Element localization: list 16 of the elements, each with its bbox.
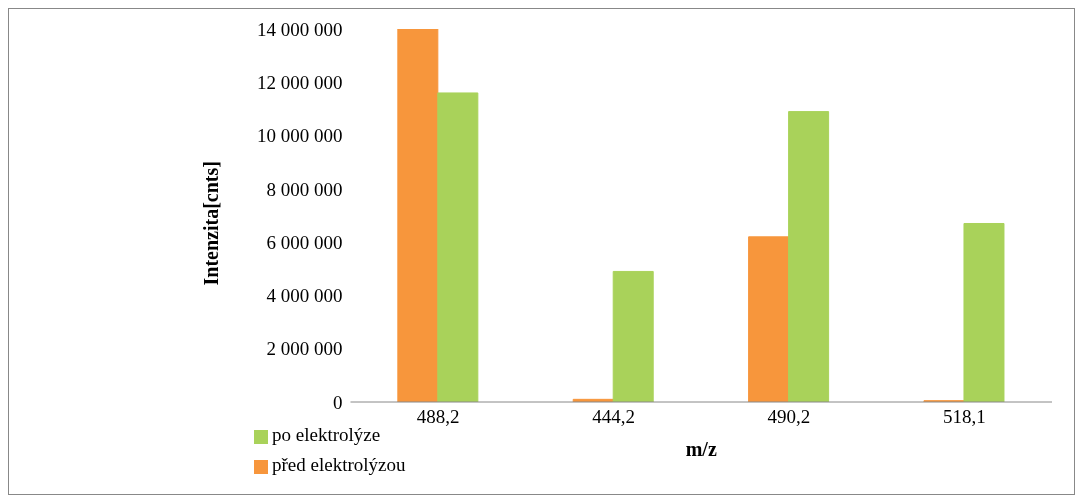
y-tick-label: 2 000 000 (266, 338, 343, 360)
legend-label: po elektrolýze (272, 424, 381, 445)
x-tick-label: 488,2 (416, 406, 460, 428)
y-tick-label: 10 000 000 (256, 125, 343, 147)
legend-label: před elektrolýzou (272, 454, 406, 475)
x-tick-label: 518,1 (942, 406, 986, 428)
y-tick-label: 14 000 000 (256, 18, 343, 40)
y-axis-title: Intenzita[cnts] (199, 161, 222, 286)
y-tick-label: 4 000 000 (266, 285, 343, 307)
y-tick-label: 6 000 000 (266, 231, 343, 253)
y-tick-label: 0 (332, 391, 343, 413)
x-axis-title: m/z (685, 438, 717, 461)
y-tick-label: 8 000 000 (266, 178, 343, 200)
x-tick-label: 444,2 (592, 406, 635, 428)
y-tick-label: 12 000 000 (256, 72, 343, 94)
x-tick-label: 490,2 (767, 406, 811, 428)
